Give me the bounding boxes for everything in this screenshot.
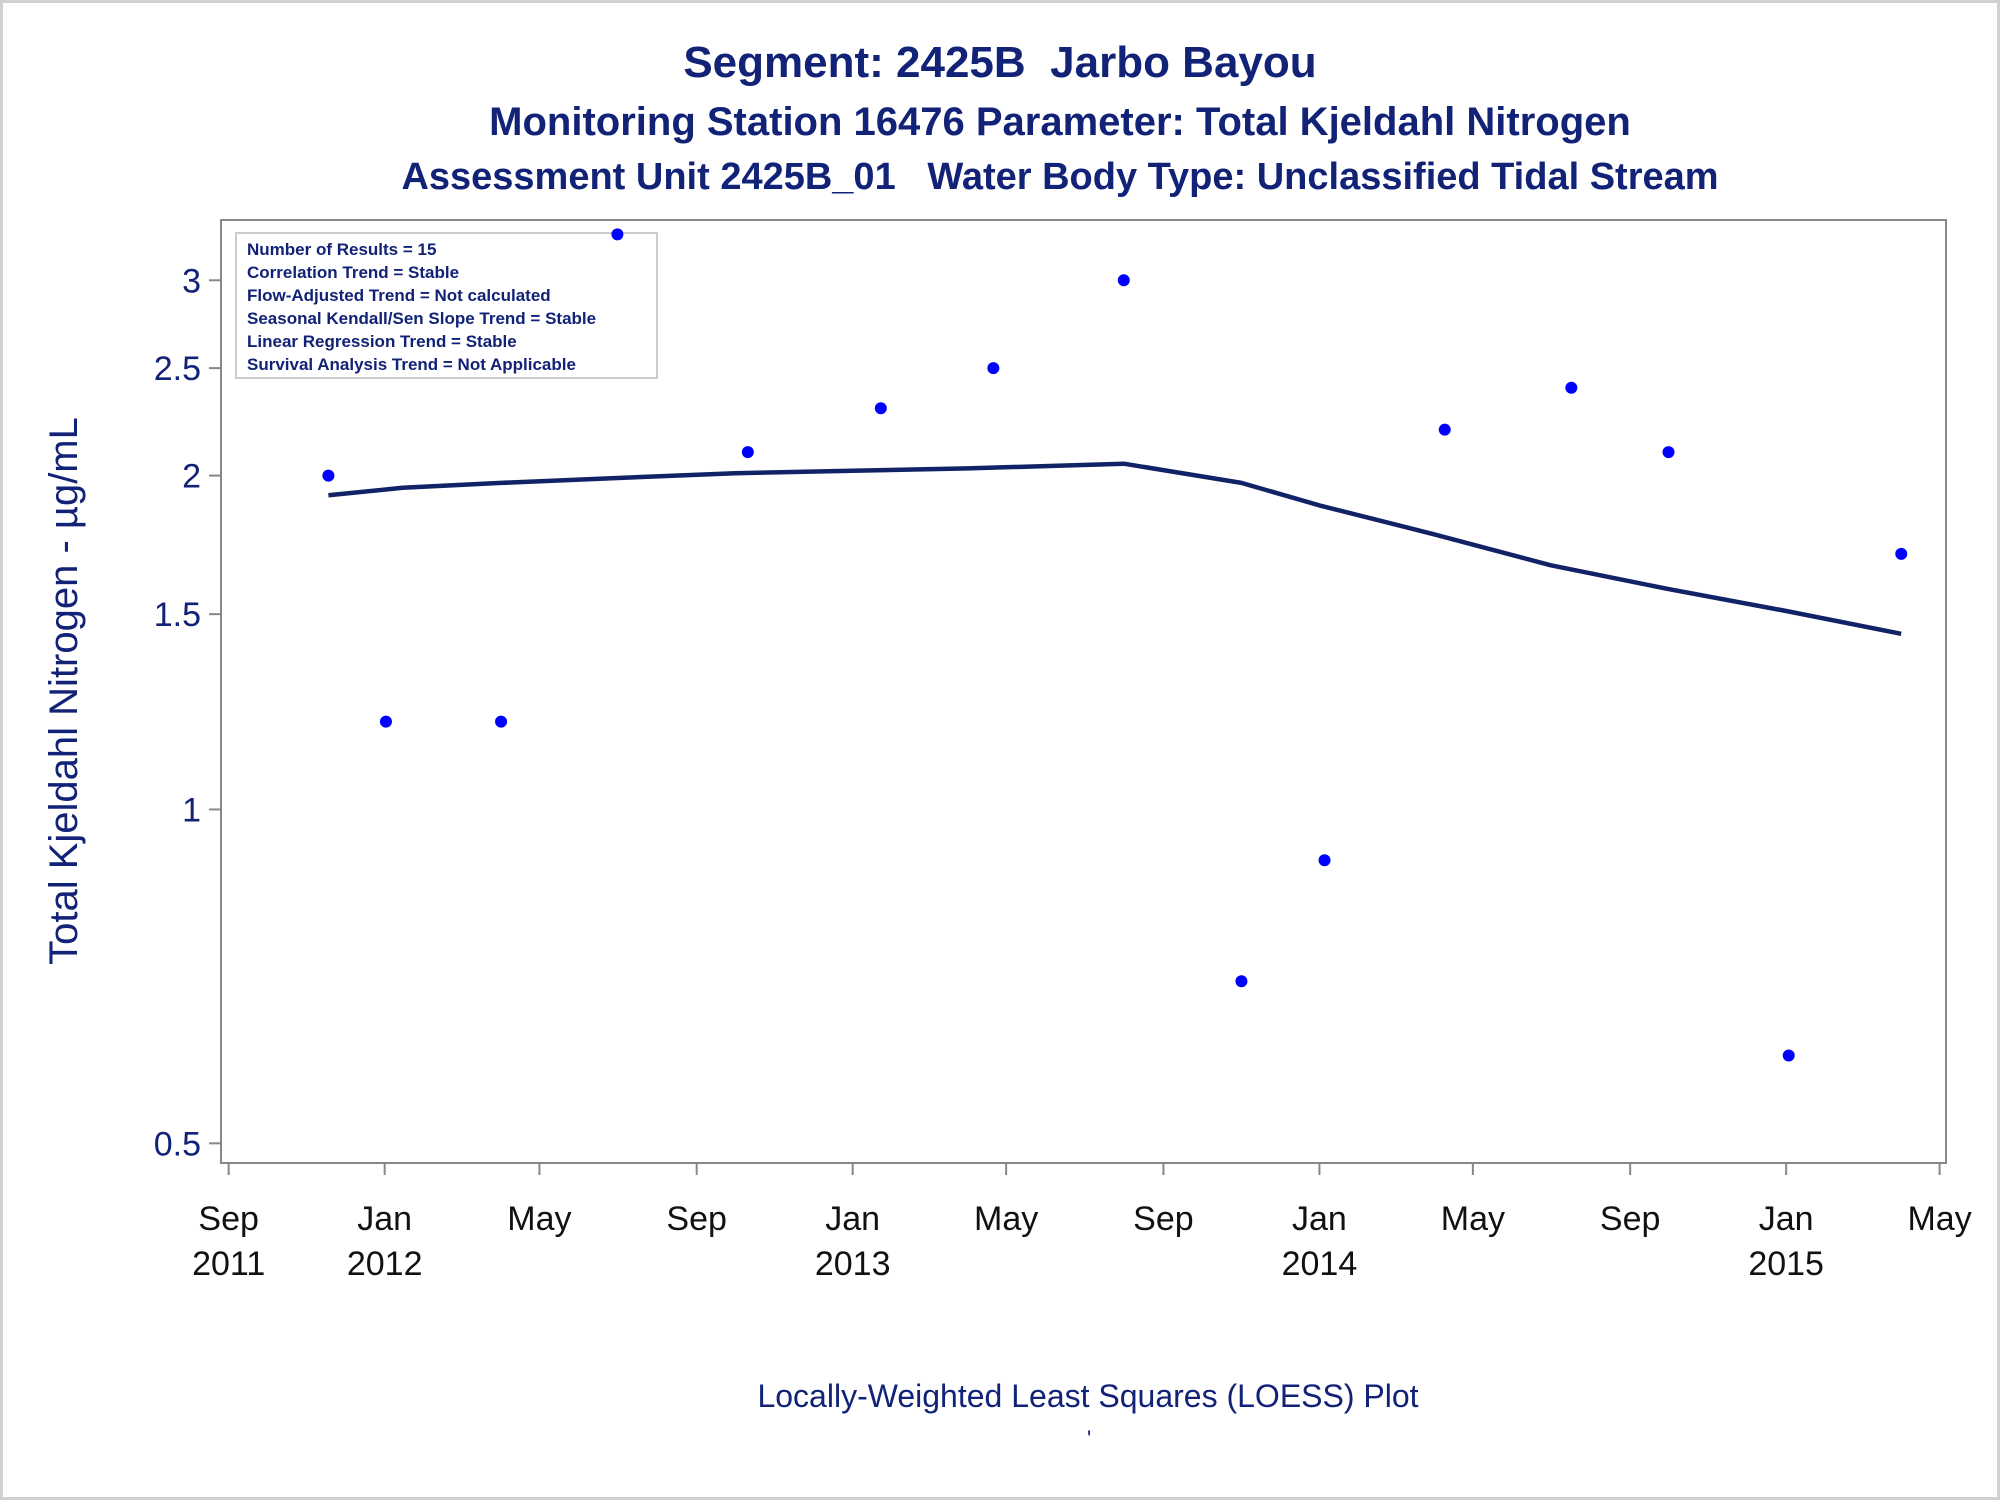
chart-title: Segment: 2425B Jarbo Bayou (683, 38, 1317, 87)
x-tick-label-month: Jan (1759, 1200, 1814, 1238)
chart-subtitle-2: Assessment Unit 2425B_01 Water Body Type… (401, 156, 1719, 198)
stats-line: Linear Regression Trend = Stable (247, 332, 517, 351)
data-point (1117, 274, 1130, 287)
stats-line: Flow-Adjusted Trend = Not calculated (247, 286, 551, 305)
x-tick-label-month: May (974, 1200, 1038, 1238)
y-tick-label: 2 (182, 458, 201, 496)
footnote: Locally-Weighted Least Squares (LOESS) P… (757, 1378, 1419, 1414)
x-tick-label-month: May (507, 1200, 571, 1238)
stats-line: Survival Analysis Trend = Not Applicable (247, 355, 576, 374)
stats-line: Seasonal Kendall/Sen Slope Trend = Stabl… (247, 309, 596, 328)
x-tick-label-year: 2011 (192, 1245, 265, 1283)
data-point (611, 228, 624, 241)
y-tick-label: 2.5 (154, 350, 201, 388)
y-tick-label: 3 (182, 262, 201, 300)
loess-trend-line (328, 461, 1902, 637)
data-point (874, 402, 887, 415)
x-tick-label-year: 2015 (1748, 1245, 1824, 1283)
data-point (322, 469, 335, 482)
stats-line: Correlation Trend = Stable (247, 263, 459, 282)
data-point (1565, 381, 1578, 394)
data-point (495, 715, 508, 728)
x-tick-label-month: Sep (198, 1200, 259, 1238)
x-tick-label-month: Jan (1292, 1200, 1347, 1238)
chart-subtitle: Monitoring Station 16476 Parameter: Tota… (489, 100, 1631, 144)
x-tick-label-month: Sep (1600, 1200, 1661, 1238)
data-point (379, 715, 392, 728)
x-tick-label-year: 2012 (347, 1245, 423, 1283)
data-point (1235, 975, 1248, 988)
x-tick-label-month: Jan (357, 1200, 412, 1238)
y-axis-label: Total Kjeldahl Nitrogen - µg/mL (42, 417, 86, 965)
data-point (1782, 1049, 1795, 1062)
x-tick-label-month: May (1907, 1200, 1971, 1238)
stats-box (235, 232, 658, 379)
x-tick-label-month: Sep (666, 1200, 727, 1238)
y-tick-label: 1 (182, 791, 201, 829)
stats-line: Number of Results = 15 (247, 240, 436, 259)
x-tick-label-year: 2014 (1282, 1245, 1358, 1283)
data-point (1662, 446, 1675, 459)
x-tick-label-year: 2013 (815, 1245, 891, 1283)
data-point (741, 446, 754, 459)
data-point (1318, 854, 1331, 867)
data-point (987, 362, 1000, 375)
data-point (1895, 547, 1908, 560)
x-tick-label-month: Sep (1133, 1200, 1194, 1238)
y-tick-label: 0.5 (154, 1125, 201, 1163)
footnote-mark: ' (1087, 1426, 1092, 1451)
x-tick-label-month: Jan (825, 1200, 880, 1238)
x-tick-label-month: May (1441, 1200, 1505, 1238)
y-tick-label: 1.5 (154, 596, 201, 634)
data-point (1438, 423, 1451, 436)
